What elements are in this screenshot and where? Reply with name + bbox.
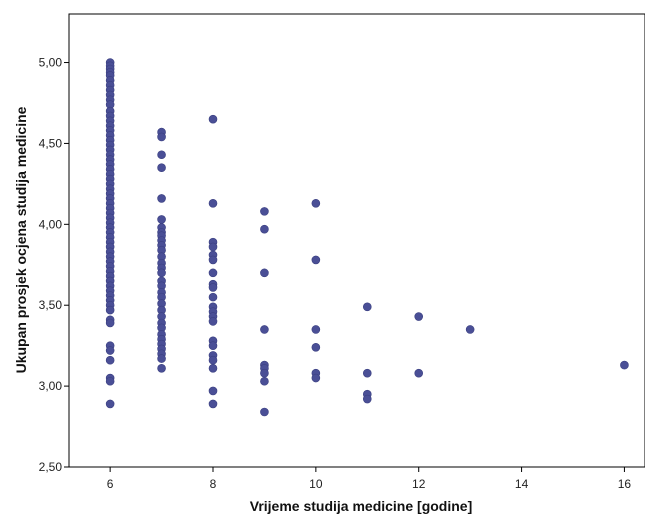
data-point: [260, 407, 269, 417]
data-point: [157, 354, 166, 363]
data-point: [208, 399, 218, 409]
data-point: [260, 207, 269, 216]
data-point: [157, 132, 166, 142]
data-point: [414, 312, 424, 321]
y-tick-label: 3,50: [39, 298, 63, 312]
data-point: [105, 376, 115, 386]
data-point: [208, 255, 218, 265]
data-point: [208, 341, 218, 350]
data-point: [208, 242, 218, 252]
x-axis: 6 8 10 12 14 16: [107, 467, 632, 491]
x-tick-label: 6: [107, 477, 114, 491]
data-point: [157, 150, 166, 160]
data-point: [157, 364, 166, 373]
data-point: [260, 325, 269, 334]
data-point: [157, 163, 166, 172]
y-tick-label: 3,00: [39, 379, 63, 393]
data-point: [105, 305, 115, 315]
data-point: [311, 325, 321, 334]
data-point: [362, 302, 372, 312]
data-point: [105, 346, 115, 355]
y-axis-title: Ukupan prosjek ocjena studija medicine: [13, 106, 29, 373]
data-point: [208, 364, 218, 373]
data-point: [620, 360, 629, 370]
data-point: [311, 198, 321, 208]
y-tick-label: 4,00: [39, 217, 63, 231]
data-point: [465, 325, 475, 334]
data-point: [208, 114, 218, 124]
data-point: [311, 373, 321, 383]
x-tick-label: 14: [515, 477, 529, 491]
x-tick-label: 10: [309, 477, 323, 491]
x-tick-label: 12: [412, 477, 426, 491]
data-point: [208, 386, 218, 396]
x-axis-title: Vrijeme studija medicine [godine]: [250, 498, 473, 514]
data-point: [208, 268, 218, 278]
data-point: [260, 268, 269, 278]
data-points: [105, 58, 629, 417]
data-point: [105, 355, 115, 365]
data-point: [414, 368, 424, 378]
data-point: [208, 355, 218, 365]
y-tick-label: 4,50: [39, 136, 63, 150]
data-point: [362, 368, 372, 378]
data-point: [208, 292, 218, 302]
data-point: [362, 394, 372, 404]
y-tick-label: 2,50: [39, 460, 63, 474]
x-tick-label: 8: [210, 477, 217, 491]
data-point: [105, 318, 115, 328]
data-point: [260, 368, 269, 378]
data-point: [208, 198, 218, 208]
data-point: [157, 268, 166, 278]
plot-frame: [68, 13, 645, 468]
data-point: [157, 215, 166, 224]
data-point: [105, 399, 115, 409]
x-tick-label: 16: [618, 477, 632, 491]
data-point: [260, 224, 269, 234]
data-point: [260, 376, 269, 386]
data-point: [311, 342, 321, 352]
data-point: [208, 283, 218, 292]
data-point: [157, 194, 166, 203]
y-tick-label: 5,00: [39, 56, 63, 70]
y-axis: 2,50 3,00 3,50 4,00 4,50 5,00: [39, 56, 69, 474]
data-point: [208, 317, 218, 326]
data-point: [311, 255, 321, 265]
